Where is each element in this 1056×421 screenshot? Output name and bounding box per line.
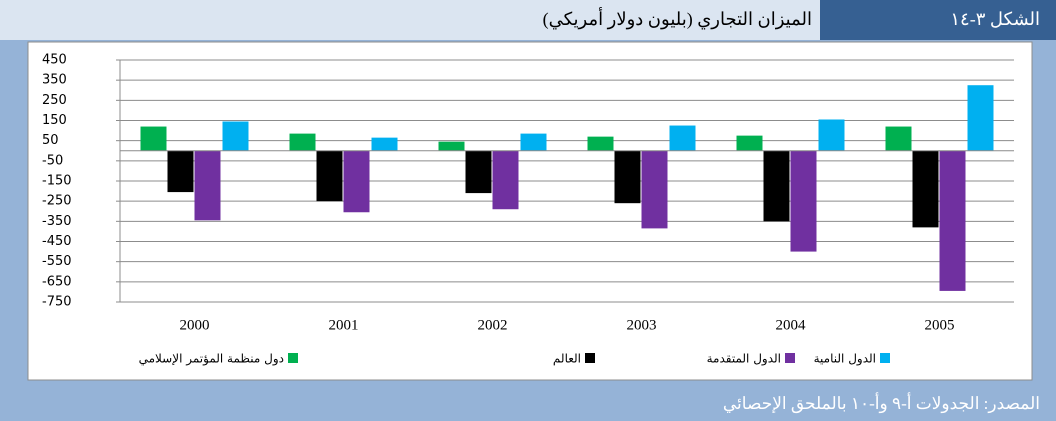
bar xyxy=(222,121,249,151)
y-tick-label: 50 xyxy=(42,133,59,148)
x-tick-label: 2001 xyxy=(329,317,359,333)
bar xyxy=(614,150,641,204)
y-tick-label: -150 xyxy=(42,174,72,189)
y-tick-label: 150 xyxy=(42,113,67,128)
bar xyxy=(520,133,547,151)
bar xyxy=(790,150,817,252)
bar xyxy=(818,119,845,151)
y-tick-label: 350 xyxy=(42,73,67,88)
y-tick-label: 450 xyxy=(42,53,67,68)
legend-swatch xyxy=(880,353,890,363)
bar xyxy=(939,150,966,291)
bar xyxy=(140,126,167,151)
y-tick-label: -750 xyxy=(42,295,72,310)
bar xyxy=(967,85,994,151)
legend-label: العالم xyxy=(553,352,581,366)
y-tick-label: -350 xyxy=(42,214,72,229)
legend-swatch xyxy=(785,353,795,363)
bar xyxy=(641,150,668,229)
bar xyxy=(736,135,763,151)
bar xyxy=(194,150,221,221)
x-tick-label: 2004 xyxy=(776,317,807,333)
legend-swatch xyxy=(288,353,298,363)
legend-swatch xyxy=(585,353,595,363)
bar xyxy=(343,150,370,213)
bar xyxy=(371,137,398,151)
source-note: المصدر: الجدولات أ-٩ وأ-١٠ بالملحق الإحص… xyxy=(723,392,1040,414)
legend-label: الدول النامية xyxy=(814,352,876,367)
y-tick-label: -450 xyxy=(42,234,72,249)
y-tick-label: -250 xyxy=(42,194,72,209)
x-tick-label: 2005 xyxy=(925,317,955,333)
figure-label: الشكل ٣-١٤ xyxy=(950,9,1040,29)
y-tick-label: -50 xyxy=(42,153,63,168)
x-tick-label: 2000 xyxy=(180,317,210,333)
bar xyxy=(465,150,492,194)
bar xyxy=(167,150,194,193)
bar xyxy=(316,150,343,202)
bar xyxy=(492,150,519,210)
header-band xyxy=(0,0,820,40)
bar xyxy=(669,125,696,151)
bar xyxy=(587,136,614,151)
x-tick-label: 2003 xyxy=(627,317,657,333)
bar xyxy=(885,126,912,151)
y-tick-label: -550 xyxy=(42,254,72,269)
label-box xyxy=(820,0,1056,40)
x-tick-label: 2002 xyxy=(478,317,508,333)
bar xyxy=(912,150,939,228)
legend-label: الدول المتقدمة xyxy=(707,352,781,367)
bar xyxy=(763,150,790,222)
chart-title: الميزان التجاري (بليون دولار أمريكي) xyxy=(543,7,812,30)
bar xyxy=(289,133,316,151)
legend-label: دول منظمة المؤتمر الإسلامي xyxy=(139,352,284,367)
y-tick-label: -650 xyxy=(42,274,72,289)
y-tick-label: 250 xyxy=(42,93,67,108)
bar xyxy=(438,141,465,151)
